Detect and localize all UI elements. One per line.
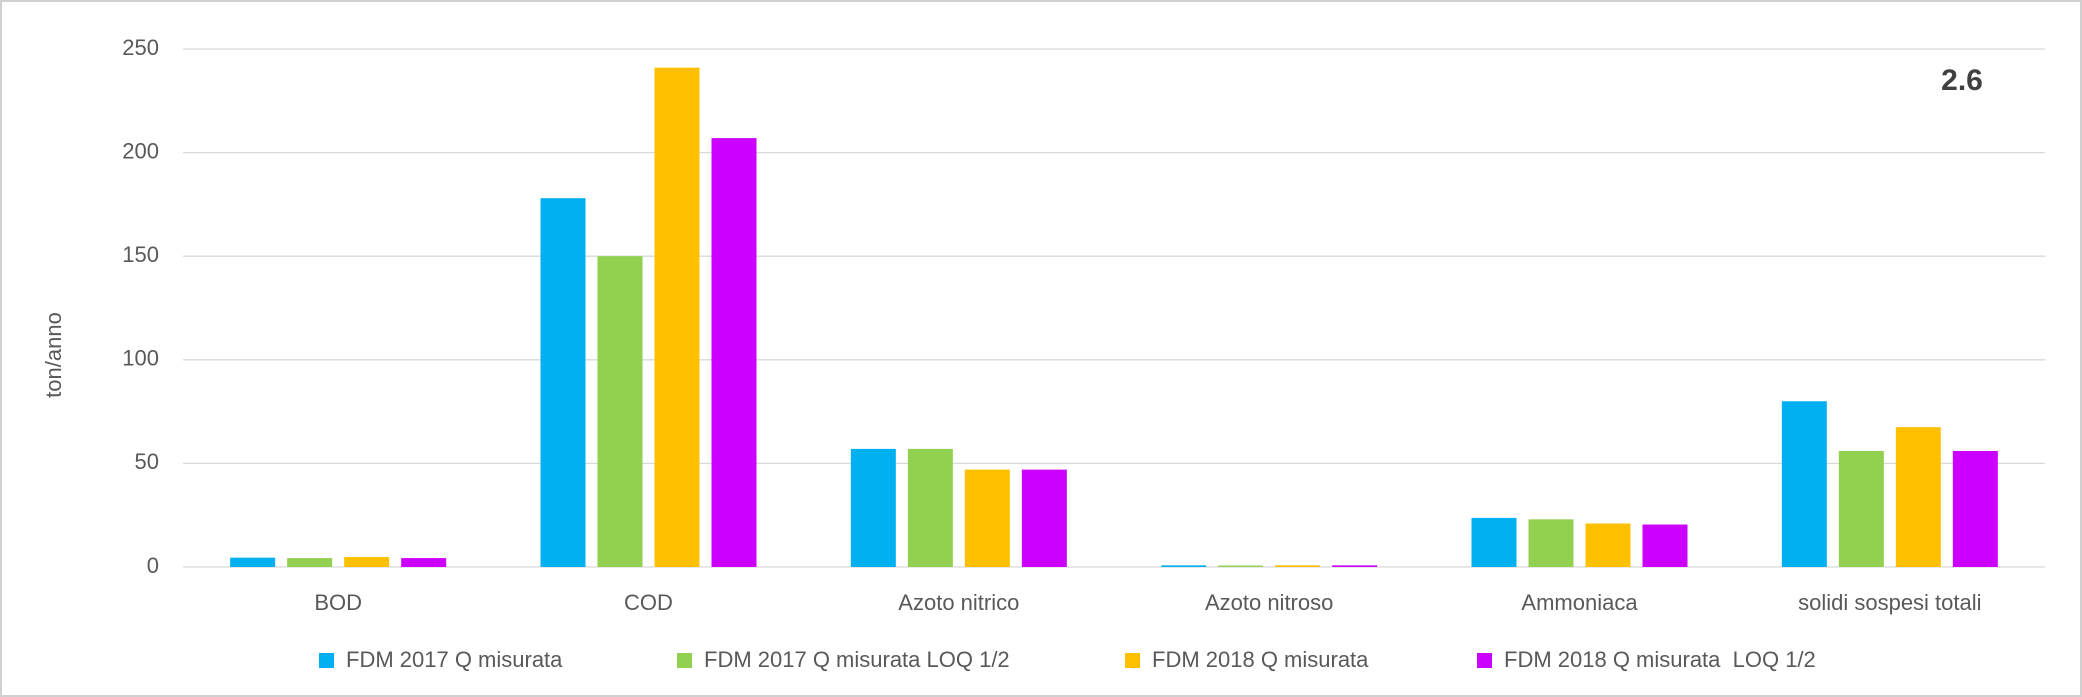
bar xyxy=(964,469,1010,567)
bar xyxy=(1781,401,1827,567)
bar xyxy=(1218,565,1264,567)
bar xyxy=(540,198,586,567)
y-tick-label: 0 xyxy=(147,553,159,578)
x-tick-label: BOD xyxy=(314,590,362,615)
bar xyxy=(597,256,643,567)
bar xyxy=(1585,523,1631,567)
bar xyxy=(907,448,953,567)
bar xyxy=(1471,517,1517,567)
legend-label: FDM 2018 Q misurata LOQ 1/2 xyxy=(1504,647,1816,672)
y-tick-label: 200 xyxy=(122,138,159,163)
legend-label: FDM 2018 Q misurata xyxy=(1152,647,1369,672)
bar xyxy=(344,557,390,567)
bar xyxy=(1895,427,1941,567)
y-axis-label: ton/anno xyxy=(41,312,66,398)
y-tick-label: 100 xyxy=(122,346,159,371)
legend-swatch xyxy=(677,653,692,668)
bar xyxy=(654,67,700,567)
x-tick-label: Azoto nitroso xyxy=(1205,590,1333,615)
y-tick-label: 150 xyxy=(122,242,159,267)
legend-swatch xyxy=(1477,653,1492,668)
bar xyxy=(1528,519,1574,567)
bar xyxy=(1642,524,1688,567)
bar xyxy=(711,138,757,567)
legend-swatch xyxy=(319,653,334,668)
bar xyxy=(850,448,896,567)
legend-label: FDM 2017 Q misurata LOQ 1/2 xyxy=(704,647,1010,672)
annotation: 2.6 xyxy=(1941,64,1983,97)
y-tick-label: 50 xyxy=(135,449,159,474)
bar xyxy=(1952,450,1998,567)
x-tick-label: Azoto nitrico xyxy=(898,590,1019,615)
x-tick-label: solidi sospesi totali xyxy=(1798,590,1981,615)
bar xyxy=(1021,469,1067,567)
x-tick-label: COD xyxy=(624,590,673,615)
bar xyxy=(1332,565,1378,567)
y-tick-label: 250 xyxy=(122,35,159,60)
bar xyxy=(230,557,276,567)
bar xyxy=(1275,565,1321,567)
legend-label: FDM 2017 Q misurata xyxy=(346,647,563,672)
bar xyxy=(287,558,333,567)
bar xyxy=(401,558,447,567)
legend-swatch xyxy=(1125,653,1140,668)
bar xyxy=(1838,450,1884,567)
x-tick-label: Ammoniaca xyxy=(1521,590,1638,615)
bar xyxy=(1161,565,1207,567)
